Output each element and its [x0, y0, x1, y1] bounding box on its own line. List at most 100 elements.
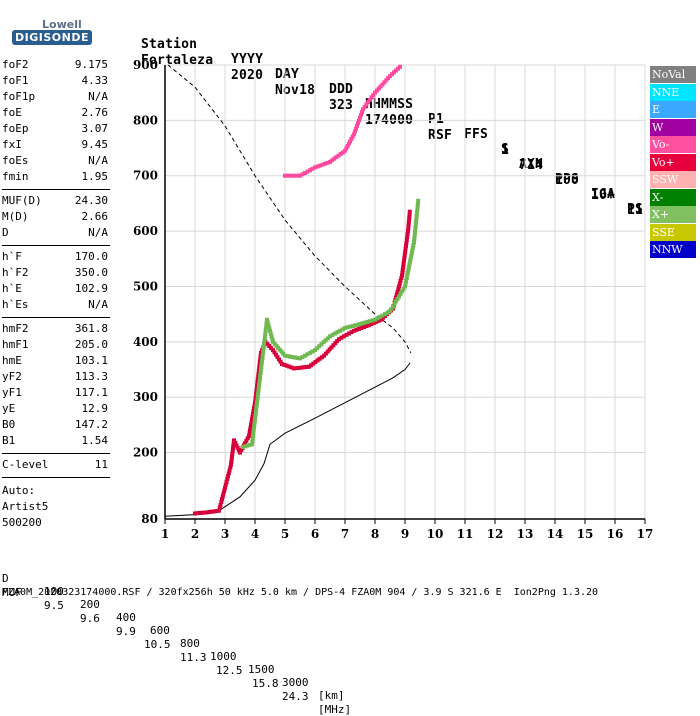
echo-point-series-1 [410, 248, 415, 253]
echo-point-series-0 [402, 252, 407, 257]
header-value: 10+ [591, 188, 616, 203]
echo-point-series-0 [367, 323, 371, 328]
echo-point-series-2 [303, 171, 307, 175]
echo-point-series-0 [226, 471, 231, 476]
echo-point-series-0 [238, 450, 242, 455]
legend-item-nne: NNE [650, 83, 696, 101]
echo-point-series-1 [395, 296, 400, 301]
param-row: yF1 117.1 [2, 386, 108, 402]
echo-point-series-0 [251, 409, 256, 413]
header-value: 323 [329, 98, 354, 113]
echo-point-series-0 [259, 350, 263, 355]
x-tick-label: 10 [427, 527, 444, 541]
echo-point-series-1 [333, 331, 337, 336]
echo-point-series-1 [388, 309, 392, 314]
echo-point-series-1 [250, 439, 255, 444]
param-row: hmF2 361.8 [2, 322, 108, 338]
header-label: P1 [428, 112, 445, 127]
echo-point-series-2 [371, 93, 376, 98]
echo-point-series-0 [220, 494, 225, 499]
echo-point-series-0 [250, 417, 254, 422]
echo-point-series-1 [266, 323, 271, 328]
y-tick-label: 80 [141, 512, 158, 526]
param-value: 2.76 [81, 106, 109, 119]
echo-point-series-0 [247, 431, 252, 436]
legend-item-vo-: Vo+ [650, 153, 696, 171]
param-key: D [2, 226, 9, 239]
echo-point-series-0 [319, 355, 324, 360]
footer-muf-label: MUF [2, 586, 22, 599]
echo-point-series-0 [218, 503, 223, 507]
echo-point-series-1 [317, 344, 322, 349]
echo-point-series-2 [358, 115, 362, 120]
param-value: 1.95 [81, 170, 109, 183]
param-value: 9.175 [74, 58, 108, 71]
echo-point-series-2 [328, 159, 332, 164]
echo-point-series-1 [259, 365, 264, 370]
echo-point-series-2 [310, 166, 315, 171]
echo-point-series-0 [247, 434, 251, 438]
echo-point-series-0 [333, 341, 338, 346]
param-row: fmin 1.95 [2, 170, 108, 186]
param-key: h`F2 [2, 266, 29, 279]
echo-point-series-0 [292, 366, 296, 371]
echo-point-series-1 [262, 335, 267, 340]
param-value: 1.54 [81, 434, 109, 447]
echo-point-series-0 [239, 448, 244, 453]
echo-point-series-1 [250, 436, 255, 441]
digisonde-logo: Lowell DIGISONDE [4, 6, 92, 46]
echo-point-series-0 [337, 337, 341, 342]
echo-point-series-1 [343, 326, 347, 330]
echo-point-series-1 [263, 329, 268, 334]
echo-point-series-1 [285, 354, 290, 359]
echo-point-series-2 [320, 162, 325, 167]
echo-point-series-1 [415, 201, 420, 206]
param-key: foE [2, 106, 22, 119]
param-key: C-level [2, 458, 49, 471]
param-key: yF1 [2, 386, 22, 399]
echo-point-series-0 [197, 511, 202, 515]
x-tick-label: 9 [401, 527, 409, 541]
echo-point-series-1 [373, 317, 377, 322]
echo-point-series-1 [264, 323, 269, 328]
echo-point-series-2 [356, 121, 360, 126]
header-value: 1 [501, 143, 510, 158]
echo-point-series-0 [248, 425, 253, 430]
echo-point-series-0 [225, 477, 230, 482]
echo-point-series-2 [373, 90, 377, 95]
echo-point-series-1 [303, 353, 307, 358]
echo-point-series-1 [261, 347, 266, 352]
param-key: yF2 [2, 370, 22, 383]
echo-point-series-2 [313, 165, 317, 170]
echo-point-series-0 [407, 209, 412, 214]
echo-point-series-1 [255, 397, 260, 402]
x-tick-label: 17 [637, 527, 654, 541]
echo-point-series-2 [362, 104, 367, 109]
footer-muf-value: 9.9 [116, 625, 136, 638]
param-row: B0 147.2 [2, 418, 108, 434]
echo-point-series-0 [403, 246, 408, 251]
echo-point-series-1 [414, 219, 419, 224]
echo-point-series-0 [371, 321, 376, 325]
echo-point-series-0 [357, 326, 361, 331]
echo-point-series-2 [300, 172, 305, 177]
echo-point-series-0 [223, 485, 227, 490]
echo-point-series-0 [397, 281, 402, 286]
echo-point-series-0 [267, 344, 272, 348]
header-value: 100 [555, 173, 580, 188]
echo-point-series-1 [323, 338, 328, 343]
echo-point-series-0 [244, 438, 249, 443]
echo-point-series-1 [283, 353, 287, 358]
header-label: HHMMSS [365, 97, 414, 112]
echo-point-series-2 [364, 102, 369, 107]
echo-point-series-1 [380, 313, 385, 318]
param-key: foEp [2, 122, 29, 135]
param-value: 9.45 [81, 138, 109, 151]
echo-point-series-2 [384, 78, 389, 83]
echo-point-series-1 [411, 242, 416, 247]
echo-point-series-1 [295, 356, 300, 360]
echo-point-series-1 [398, 291, 403, 296]
echo-point-series-0 [400, 270, 405, 275]
echo-point-series-1 [338, 328, 342, 333]
param-divider [2, 477, 110, 478]
